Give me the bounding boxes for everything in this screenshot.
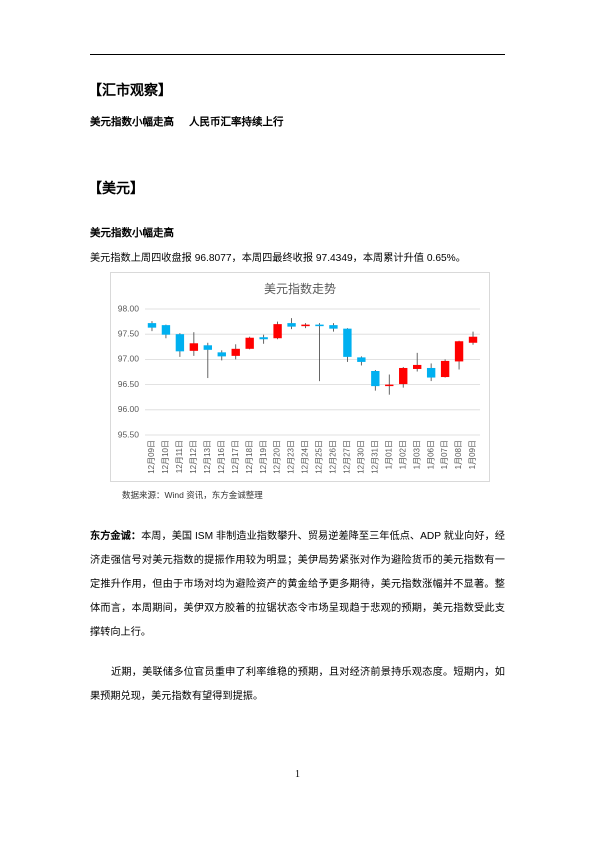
- y-tick-label: 97.00: [118, 354, 140, 364]
- x-tick-label: 12月23日: [287, 440, 296, 474]
- comment: 东方金诚：本周，美国 ISM 非制造业指数攀升、贸易逆差降至三年低点、ADP 就…: [90, 525, 505, 645]
- source: 数据来源：Wind 资讯，东方金诚整理: [122, 490, 263, 500]
- candle-body: [413, 364, 422, 369]
- candle-body: [343, 328, 352, 357]
- headline: 人民币汇率持续上行: [189, 116, 284, 128]
- x-tick-label: 1月08日: [454, 440, 463, 469]
- x-tick-label: 12月17日: [231, 440, 240, 474]
- candle-body: [287, 323, 296, 327]
- x-tick-label: 12月31日: [370, 440, 379, 474]
- x-tick-label: 1月06日: [426, 440, 435, 469]
- x-tick-label: 12月30日: [356, 440, 365, 474]
- candle-body: [385, 384, 394, 387]
- candle-body: [273, 324, 282, 339]
- outlook: 近期，美联储多位官员重申了利率维稳的预期，且对经济前景持乐观态度。短期内，如果预…: [90, 667, 505, 702]
- candle-body: [245, 337, 254, 349]
- x-tick-label: 1月01日: [384, 440, 393, 469]
- y-tick-label: 98.00: [118, 303, 140, 313]
- y-tick-label: 97.50: [118, 328, 140, 338]
- x-tick-label: 12月13日: [203, 440, 212, 474]
- comment-lead: 东方金诚：: [90, 531, 142, 542]
- candle-body: [161, 325, 171, 335]
- candle-body: [231, 348, 240, 356]
- intro: 美元指数上周四收盘报 96.8077，本周四最终收报 97.4349，本周累计升…: [90, 253, 466, 264]
- x-tick-label: 12月20日: [273, 440, 282, 474]
- x-tick-label: 12月19日: [259, 440, 268, 474]
- page-number: 1: [295, 769, 300, 780]
- x-tick-label: 12月16日: [217, 440, 226, 474]
- candle-body: [357, 357, 366, 362]
- candle-body: [189, 343, 199, 351]
- y-tick-label: 96.50: [118, 379, 140, 389]
- x-tick-label: 1月03日: [412, 440, 421, 469]
- comment-text: 本周，美国 ISM 非制造业指数攀升、贸易逆差降至三年低点、ADP 就业向好，经…: [90, 531, 505, 638]
- x-tick-label: 12月26日: [329, 440, 338, 474]
- candle-body: [175, 334, 185, 352]
- y-tick-label: 96.00: [118, 404, 140, 414]
- x-tick-label: 12月24日: [301, 440, 310, 474]
- x-tick-label: 1月02日: [398, 440, 407, 469]
- candle-body: [259, 337, 268, 340]
- candle-body: [426, 367, 436, 378]
- x-tick-label: 12月09日: [147, 440, 156, 474]
- section-title: 【美元】: [88, 180, 144, 196]
- subtitle: 美元指数小幅走高: [90, 227, 174, 239]
- candle-body: [454, 341, 464, 362]
- chart-frame: [110, 272, 490, 482]
- section-title: 【汇市观察】: [88, 82, 172, 98]
- headline: 美元指数小幅走高: [90, 116, 174, 128]
- chart: 美元指数走势 95.50 96.00 96.50 97.00 97.50 98.00 12月…: [110, 272, 490, 482]
- candle-body: [147, 323, 157, 328]
- chart-title: 美元指数走势: [264, 281, 336, 296]
- x-tick-label: 12月10日: [161, 440, 170, 474]
- x-tick-label: 1月07日: [440, 440, 449, 469]
- candle-body: [217, 352, 226, 357]
- x-tick-label: 12月18日: [245, 440, 254, 474]
- x-tick-label: 12月27日: [343, 440, 352, 474]
- candle-body: [371, 370, 380, 387]
- x-tick-label: 12月12日: [189, 440, 198, 474]
- candle-body: [315, 324, 324, 327]
- candle-body: [329, 325, 338, 329]
- x-tick-label: 1月09日: [468, 440, 477, 469]
- y-tick-label: 95.50: [118, 429, 140, 439]
- candle-body: [203, 345, 212, 350]
- x-tick-label: 12月11日: [175, 440, 184, 473]
- candle-body: [440, 360, 450, 378]
- candle-body: [468, 336, 478, 343]
- candle-body: [301, 324, 310, 327]
- x-tick-label: 12月25日: [315, 440, 324, 474]
- candle-body: [399, 367, 408, 385]
- header-rule: [90, 54, 505, 55]
